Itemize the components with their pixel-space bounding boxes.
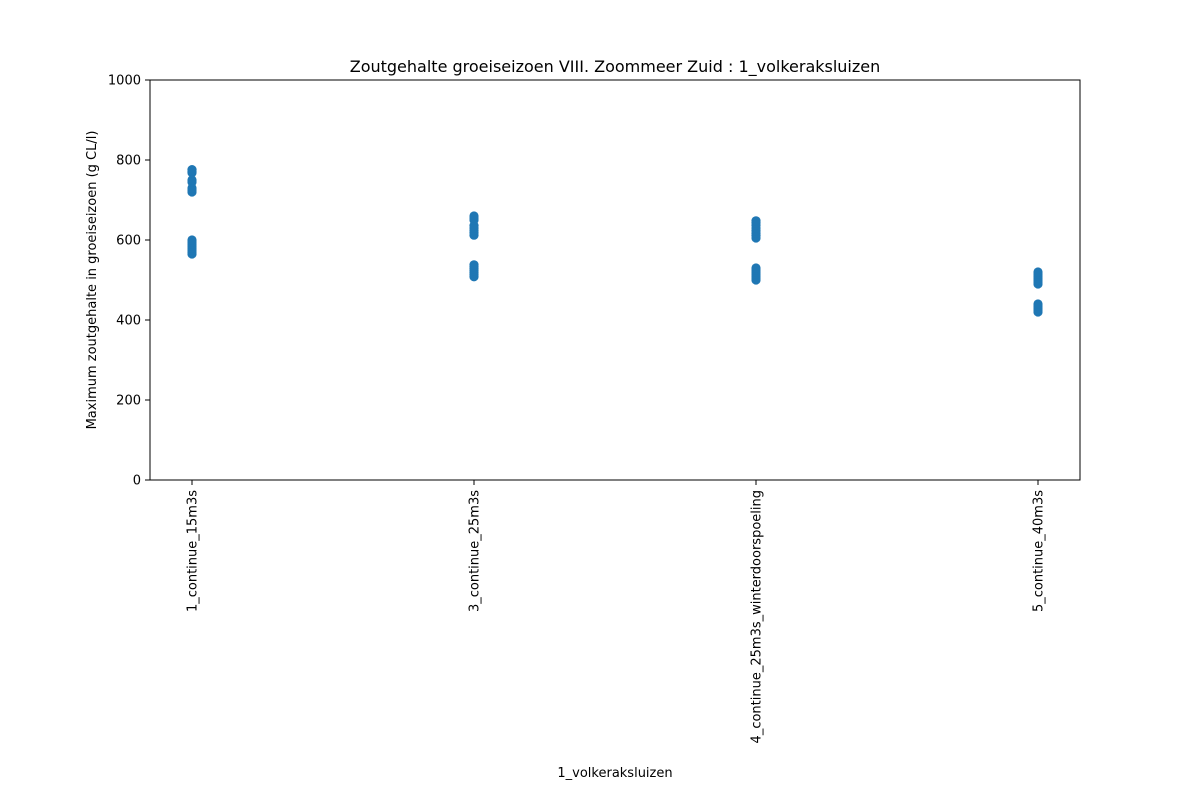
x-axis-label: 1_volkeraksluizen <box>557 766 672 781</box>
y-tick-label: 200 <box>116 394 141 409</box>
plot-frame <box>149 79 1081 481</box>
y-axis: 0 200 400 600 800 1000 <box>108 74 150 489</box>
x-axis: 1_continue_15m3s 3_continue_25m3s 4_contin… <box>186 480 1047 743</box>
data-point <box>1033 299 1043 309</box>
data-point <box>187 175 197 185</box>
data-point <box>1033 267 1043 277</box>
x-tick-label: 1_continue_15m3s <box>186 490 201 612</box>
data-point <box>187 165 197 175</box>
y-tick-label: 400 <box>116 314 141 329</box>
y-tick-label: 1000 <box>108 74 141 89</box>
y-tick-label: 0 <box>133 474 141 489</box>
data-point <box>469 260 479 270</box>
data-point <box>751 216 761 226</box>
plot-area <box>149 79 1081 481</box>
data-markers <box>187 165 1043 317</box>
chart-title: Zoutgehalte groeiseizoen VIII. Zoommeer … <box>350 57 881 77</box>
y-tick-label: 800 <box>116 154 141 169</box>
data-point <box>469 211 479 221</box>
x-tick-label: 5_continue_40m3s <box>1032 490 1047 612</box>
x-tick-label: 3_continue_25m3s <box>468 490 483 612</box>
y-axis-label: Maximum zoutgehalte in groeiseizoen (g C… <box>85 131 100 430</box>
data-point <box>751 263 761 273</box>
data-point <box>187 235 197 245</box>
x-tick-label: 4_continue_25m3s_winterdoorspoeling <box>750 490 765 743</box>
y-tick-label: 600 <box>116 234 141 249</box>
